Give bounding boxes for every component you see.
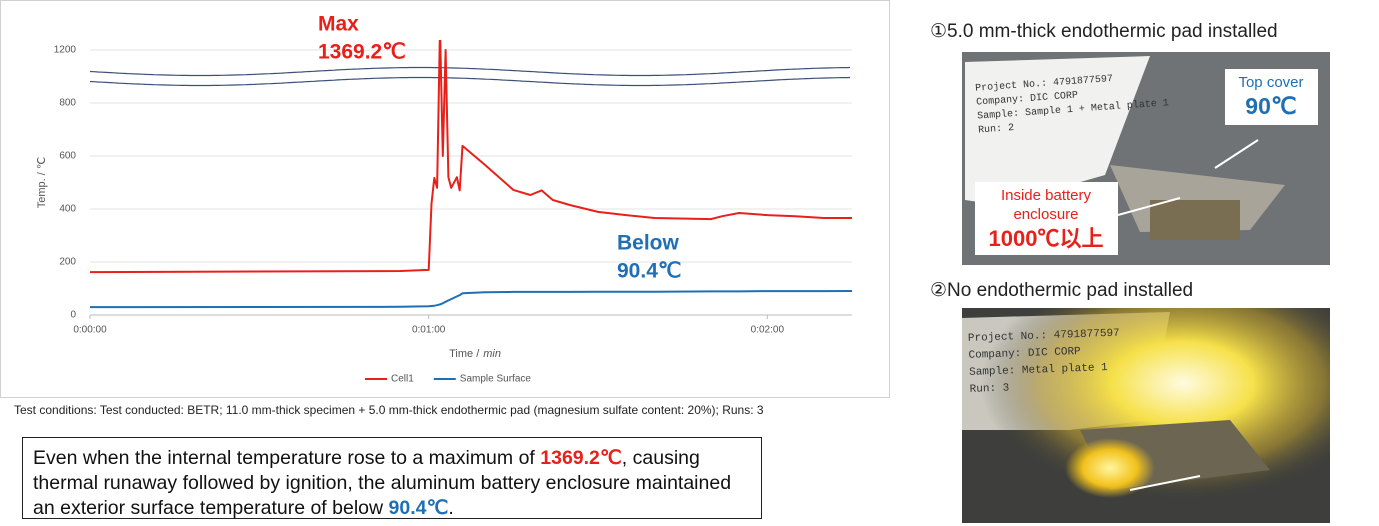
pointer xyxy=(1117,197,1181,216)
pointer xyxy=(1214,139,1259,169)
photo-caption: ②No endothermic pad installed xyxy=(930,280,1193,301)
chart: 0 200 400 600 800 1200 0:00:00 0:01:00 0:02:00 Te… xyxy=(36,13,853,385)
summary-highlight: 90.4℃ xyxy=(388,497,449,519)
x-axis-label-text: Time / xyxy=(449,348,480,360)
summary: Even when the internal temperature rose … xyxy=(22,437,762,519)
paper-text: Run: 3 xyxy=(970,382,1010,395)
paper xyxy=(965,56,1150,205)
paper-text: Company: DIC CORP xyxy=(968,346,1081,362)
y-tick-label: 200 xyxy=(59,257,76,268)
legend-label: Sample Surface xyxy=(460,374,532,385)
label-box xyxy=(1225,69,1318,125)
series-line xyxy=(89,40,852,274)
paper-text: Project No.: 4791877597 xyxy=(968,328,1120,345)
annotation: Below xyxy=(617,232,680,255)
paper-text: Run: 2 xyxy=(978,123,1015,136)
label: Inside battery xyxy=(1001,187,1092,204)
x-tick-label: 0:01:00 xyxy=(412,325,446,336)
footnote: Test conditions: Test conducted: BETR; 1… xyxy=(14,403,764,417)
legend-label: Cell1 xyxy=(391,374,414,385)
pointer xyxy=(1129,475,1201,491)
plot xyxy=(89,40,853,309)
annotation: Max xyxy=(318,13,359,36)
y-tick-label: 1200 xyxy=(54,45,77,56)
axis-break-line xyxy=(89,76,851,87)
x-axis-label: Time / min xyxy=(449,348,501,360)
paper-text: Sample: Metal plate 1 xyxy=(969,362,1108,379)
device-base xyxy=(1150,200,1240,240)
label: Top cover xyxy=(1238,74,1303,91)
photo-caption: ①5.0 mm-thick endothermic pad installed xyxy=(930,21,1278,42)
label: enclosure xyxy=(1013,206,1078,223)
x-tick-label: 0:00:00 xyxy=(73,325,107,336)
x-axis-label-unit: min xyxy=(483,348,501,360)
label-box xyxy=(975,182,1118,255)
x-tick-label: 0:02:00 xyxy=(751,325,785,336)
summary-text: , causing thermal runaway followed by ig… xyxy=(33,447,732,519)
summary-text: Even when the internal temperature rose … xyxy=(33,447,541,469)
y-axis-label: Temp. / ℃ xyxy=(36,157,48,208)
summary-text: . xyxy=(448,497,454,519)
label-temp: 1000℃以上 xyxy=(989,226,1104,251)
label-temp: 90℃ xyxy=(1245,93,1296,119)
y-tick-label: 600 xyxy=(59,151,76,162)
series-line xyxy=(89,290,853,309)
axis-break-line xyxy=(89,66,851,77)
flame xyxy=(1065,438,1155,498)
y-tick-label: 400 xyxy=(59,204,76,215)
axis-break xyxy=(90,71,852,82)
summary-highlight: 1369.2℃ xyxy=(540,447,622,469)
annotation: 90.4℃ xyxy=(617,260,681,283)
annotation: 1369.2℃ xyxy=(318,41,406,64)
y-tick-label: 800 xyxy=(59,98,76,109)
y-tick-label: 0 xyxy=(70,310,76,321)
